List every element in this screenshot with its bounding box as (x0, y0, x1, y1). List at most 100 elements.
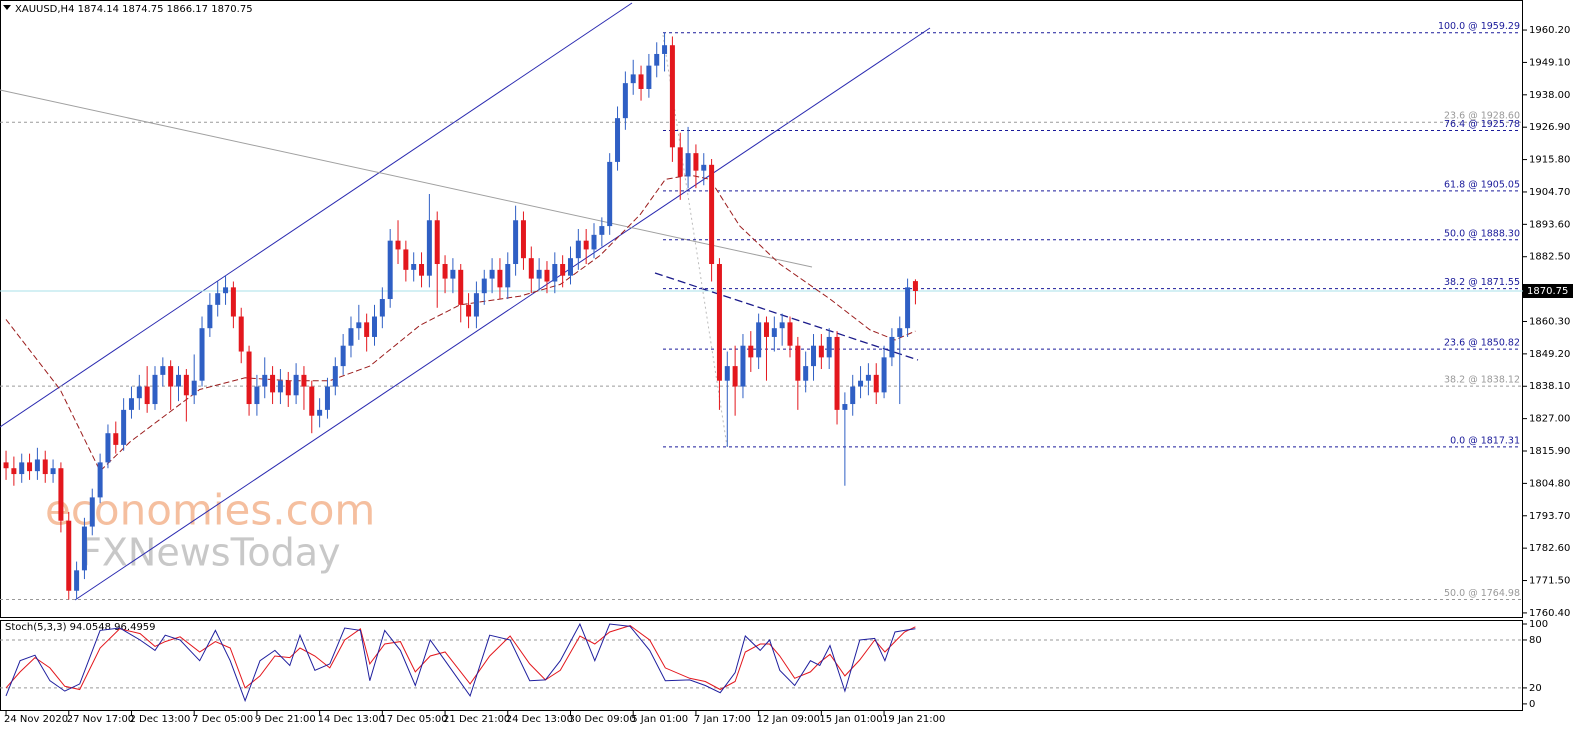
candle-body (771, 328, 777, 337)
moving-average (5, 174, 916, 472)
candle-body (905, 287, 911, 329)
candle-body (309, 386, 315, 416)
candle-body (238, 316, 244, 352)
stoch-signal (5, 625, 916, 691)
candle-body (552, 264, 558, 282)
candle-body (662, 45, 668, 54)
candle-body (732, 366, 738, 387)
y-tick-label: 1949.10 (1529, 57, 1570, 68)
candle-body (160, 366, 166, 375)
x-tick-label: 12 Jan 09:00 (757, 714, 820, 725)
menu-icon (3, 5, 11, 10)
candle-body (912, 281, 918, 291)
candle-body (873, 374, 879, 393)
fib-label: 50.0 @ 1888.30 (1444, 228, 1520, 239)
y-tick-label: 1960.20 (1529, 25, 1570, 36)
candle-body (889, 336, 895, 358)
candle-body (787, 322, 793, 346)
y-tick-label: 1849.20 (1529, 349, 1570, 360)
y-tick-label: 1915.80 (1529, 155, 1570, 166)
candle-body (520, 220, 526, 259)
fib-label: 38.2 @ 1838.12 (1444, 375, 1520, 386)
x-tick-label: 24 Dec 13:00 (506, 714, 573, 725)
last-price-box (1523, 283, 1573, 298)
candle-body (183, 374, 189, 396)
candle-body (826, 336, 832, 358)
candle-body (293, 374, 299, 396)
y-tick-label: 1860.30 (1529, 316, 1570, 327)
stoch-tick-label: 100 (1529, 619, 1548, 630)
y-tick-label: 1804.80 (1529, 478, 1570, 489)
candle-body (89, 497, 95, 527)
candle-body (638, 74, 644, 89)
candle-body (152, 374, 158, 405)
candle-body (262, 374, 268, 387)
candle-body (371, 316, 377, 337)
candle-body (481, 278, 487, 294)
y-tick-label: 1893.60 (1529, 219, 1570, 230)
x-tick-label: 14 Dec 13:00 (318, 714, 385, 725)
candle-body (348, 328, 354, 346)
trend-line (654, 272, 919, 361)
stoch-tick-label: 0 (1529, 699, 1535, 710)
candle-body (364, 322, 370, 337)
candle-body (246, 351, 252, 405)
y-tick-label: 1771.50 (1529, 576, 1570, 587)
fib-label: 38.2 @ 1871.55 (1444, 277, 1520, 288)
candle-body (858, 380, 864, 387)
fib-label: 76.4 @ 1925.78 (1444, 119, 1520, 130)
candle-body (740, 345, 746, 387)
x-tick-label: 17 Dec 05:00 (380, 714, 447, 725)
candle-body (685, 153, 691, 177)
channel-line (74, 27, 931, 601)
x-tick-label: 9 Dec 21:00 (255, 714, 316, 725)
candle-body (176, 374, 182, 387)
candle-body (850, 386, 856, 405)
candle-body (458, 269, 464, 305)
y-tick-label: 1838.10 (1529, 381, 1570, 392)
candle-body (128, 398, 134, 410)
candle-body (27, 462, 33, 472)
stoch-tick-label: 80 (1529, 635, 1542, 646)
candle-body (387, 240, 393, 300)
candle-body (450, 269, 456, 279)
candle-body (818, 345, 824, 358)
y-tick-label: 1793.70 (1529, 511, 1570, 522)
x-tick-label: 15 Jan 01:00 (819, 714, 882, 725)
candle-body (466, 304, 472, 317)
x-tick-label: 24 Nov 2020 (4, 714, 68, 725)
candle-body (411, 264, 417, 270)
candle-body (58, 468, 64, 521)
fib-label: 0.0 @ 1817.31 (1450, 435, 1520, 446)
candle-body (701, 164, 707, 171)
candle-body (97, 462, 103, 498)
candle-body (230, 287, 236, 317)
candle-body (144, 386, 150, 405)
candle-body (395, 240, 401, 250)
y-tick-label: 1827.00 (1529, 414, 1570, 425)
candle-body (168, 366, 174, 387)
candle-body (285, 380, 291, 396)
candle-body (779, 322, 785, 329)
candle-body (497, 269, 503, 288)
candle-body (121, 409, 127, 445)
y-tick-label: 1904.70 (1529, 187, 1570, 198)
candle-body (591, 234, 597, 250)
candle-body (575, 240, 581, 259)
candle-body (50, 468, 56, 475)
candle-body (105, 433, 111, 463)
y-tick-label: 1882.50 (1529, 252, 1570, 263)
candle-body (748, 345, 754, 358)
y-tick-label: 1938.00 (1529, 90, 1570, 101)
candle-body (254, 386, 260, 405)
candle-body (419, 264, 425, 276)
candle-body (505, 264, 511, 288)
candle-body (716, 264, 722, 381)
x-tick-label: 2 Dec 13:00 (129, 714, 190, 725)
trend-line (0, 89, 813, 268)
candle-body (834, 336, 840, 410)
candle-body (583, 240, 589, 250)
fib-label: 50.0 @ 1764.98 (1444, 588, 1520, 599)
candle-body (795, 345, 801, 381)
